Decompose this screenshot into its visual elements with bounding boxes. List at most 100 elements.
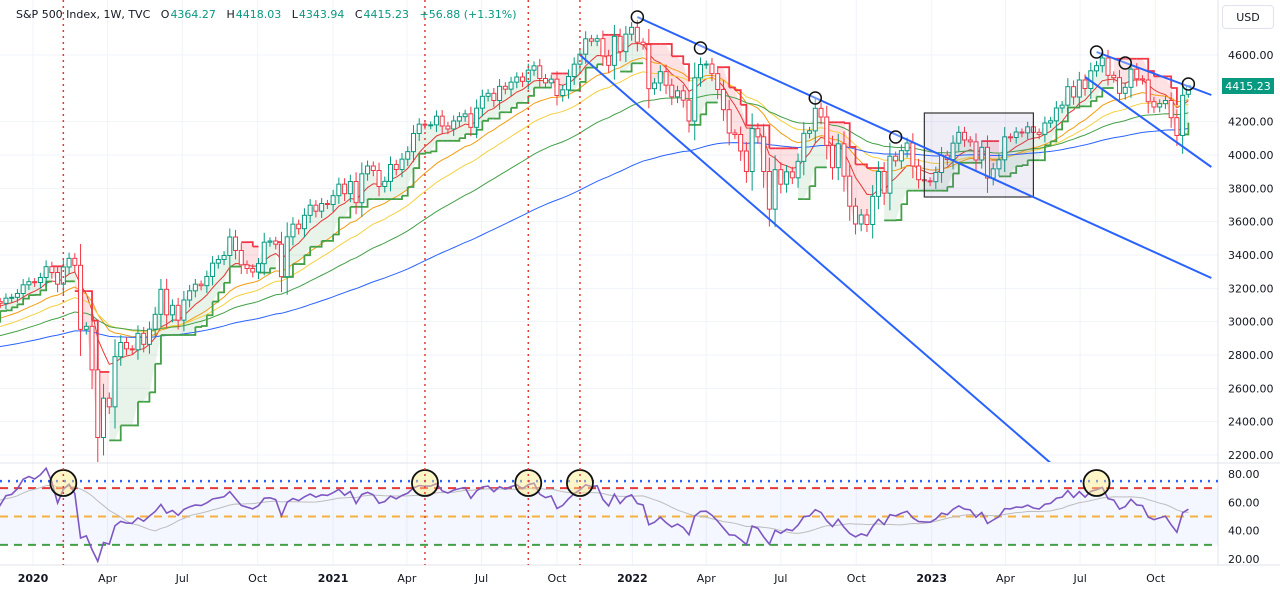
trailing-stop-line bbox=[407, 168, 415, 188]
candle-body bbox=[583, 38, 589, 55]
rsi-ma-line bbox=[0, 484, 1189, 534]
price-tick-label: 3000.00 bbox=[1228, 316, 1274, 329]
trailing-stop-line bbox=[809, 167, 817, 188]
trailing-stop-fill bbox=[505, 82, 512, 113]
trailing-stop-line bbox=[838, 121, 845, 124]
candle-body bbox=[1036, 131, 1042, 135]
candle-body bbox=[43, 266, 49, 278]
candle-body bbox=[634, 26, 640, 43]
candle-body bbox=[531, 65, 537, 71]
candle-body bbox=[319, 203, 325, 212]
time-tick-label: 2023 bbox=[916, 572, 947, 585]
candle-body bbox=[250, 268, 256, 273]
trailing-stop-fill bbox=[1108, 75, 1114, 89]
candle-body bbox=[1162, 100, 1168, 105]
candle-body bbox=[1053, 107, 1059, 122]
candle-body bbox=[962, 131, 968, 141]
trailing-stop-line bbox=[206, 301, 214, 317]
price-tick-label: 3200.00 bbox=[1228, 282, 1274, 295]
trailing-stop-fill bbox=[516, 77, 523, 103]
trailing-stop-line bbox=[1044, 141, 1052, 147]
trailing-stop-fill bbox=[637, 42, 644, 64]
candle-body bbox=[795, 160, 801, 179]
candle-body bbox=[439, 115, 445, 127]
currency-button[interactable]: USD bbox=[1222, 5, 1274, 29]
candle-body bbox=[66, 257, 72, 268]
trailing-stop-line bbox=[344, 206, 352, 219]
trailing-stop-line bbox=[740, 103, 748, 126]
time-tick-label: Oct bbox=[1146, 572, 1166, 585]
trailing-stop-fill bbox=[465, 113, 471, 135]
trailing-stop-line bbox=[247, 241, 254, 247]
trailing-stop-line bbox=[901, 190, 909, 206]
price-tick-label: 4200.00 bbox=[1228, 116, 1274, 129]
close-value: 4415.23 bbox=[363, 8, 410, 21]
candle-body bbox=[502, 85, 508, 90]
trailing-stop-line bbox=[843, 122, 851, 147]
ema-30-line bbox=[0, 71, 1189, 333]
trailing-stop-line bbox=[476, 120, 484, 131]
trailing-stop-fill bbox=[120, 342, 127, 426]
candle-body bbox=[537, 65, 543, 80]
candle-body bbox=[910, 142, 916, 167]
price-tick-label: 4000.00 bbox=[1228, 149, 1274, 162]
candle-body bbox=[296, 223, 302, 230]
candle-body bbox=[83, 325, 89, 330]
high-value: 4418.03 bbox=[235, 8, 282, 21]
candle-body bbox=[588, 38, 594, 42]
trailing-stop-fill bbox=[821, 117, 827, 168]
candle-body bbox=[479, 95, 485, 109]
candle-body bbox=[772, 169, 778, 210]
candle-body bbox=[3, 297, 9, 304]
candle-body bbox=[652, 82, 658, 90]
candle-body bbox=[881, 171, 887, 194]
trailing-stop-line bbox=[941, 186, 949, 192]
candle-body bbox=[330, 195, 336, 206]
candle-body bbox=[497, 85, 503, 102]
trailing-stop-line bbox=[264, 268, 271, 274]
time-tick-label: Jul bbox=[175, 572, 189, 585]
candle-body bbox=[606, 55, 612, 66]
candle-body bbox=[554, 78, 560, 96]
trailing-stop-line bbox=[1165, 75, 1173, 88]
candle-body bbox=[571, 63, 577, 77]
candle-body bbox=[904, 142, 910, 152]
trailing-stop-line bbox=[333, 217, 340, 236]
candle-body bbox=[543, 78, 548, 84]
time-tick-label: Apr bbox=[996, 572, 1016, 585]
price-tick-label: 4600.00 bbox=[1228, 49, 1274, 62]
trailing-stop-fill bbox=[792, 148, 799, 178]
trailing-stop-fill bbox=[1125, 58, 1131, 88]
trailing-stop-line bbox=[298, 255, 306, 265]
candle-body bbox=[1094, 65, 1100, 72]
trailing-stop-line bbox=[861, 163, 868, 169]
candle-body bbox=[663, 71, 669, 86]
time-tick-label: Jul bbox=[773, 572, 787, 585]
candle-body bbox=[244, 264, 250, 270]
trailing-stop-line bbox=[528, 87, 535, 97]
trailing-stop-fill bbox=[1016, 132, 1022, 167]
candle-body bbox=[875, 171, 881, 197]
trailing-stop-fill bbox=[126, 348, 133, 426]
candle-body bbox=[221, 255, 227, 260]
candle-body bbox=[703, 63, 709, 66]
candle-body bbox=[1082, 79, 1088, 89]
candle-body bbox=[1099, 57, 1105, 67]
candle-body bbox=[1145, 79, 1151, 103]
candle-body bbox=[347, 181, 353, 195]
change-value: +56.88 (+1.31%) bbox=[419, 8, 517, 21]
rsi-line bbox=[0, 466, 1189, 564]
candle-body bbox=[485, 92, 491, 97]
candle-body bbox=[984, 146, 990, 179]
candle-body bbox=[755, 128, 761, 138]
trailing-stop-fill bbox=[895, 150, 902, 221]
trailing-stop-fill bbox=[861, 164, 867, 225]
candle-body bbox=[353, 181, 359, 204]
trailing-stop-line bbox=[947, 173, 954, 188]
trailing-stop-line bbox=[700, 102, 708, 116]
candle-body bbox=[933, 172, 939, 183]
candle-body bbox=[835, 143, 841, 169]
candle-body bbox=[657, 71, 663, 84]
candle-body bbox=[692, 77, 698, 122]
